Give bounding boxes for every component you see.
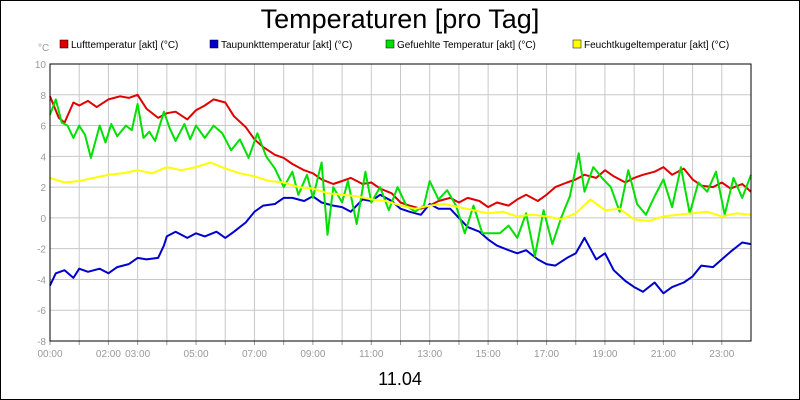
series-line-3: [49, 161, 752, 222]
series-lines: [49, 93, 752, 295]
y-tick-label: 8: [40, 91, 46, 102]
x-tick-label: 09:00: [300, 349, 325, 360]
plot-border: [49, 63, 752, 342]
y-tick-label: 0: [40, 214, 46, 225]
x-tick-label: 03:00: [125, 349, 150, 360]
y-tick-label: 6: [40, 122, 46, 133]
y-tick-label: -6: [37, 306, 46, 317]
y-tick-label: -4: [37, 275, 46, 286]
legend-swatch: [385, 39, 395, 49]
date-label: 11.04: [378, 369, 422, 389]
y-tick-label: 10: [35, 60, 47, 71]
x-tick-label: 15:00: [476, 349, 501, 360]
legend-label: Feuchtkugeltemperatur [akt] (°C): [584, 40, 729, 51]
legend-swatch: [572, 39, 582, 49]
x-tick-label: 05:00: [184, 349, 209, 360]
x-tick-label: 02:00: [96, 349, 121, 360]
chart-title: Temperaturen [pro Tag]: [261, 4, 540, 34]
x-tick-label: 00:00: [37, 349, 62, 360]
y-tick-label: -8: [37, 337, 46, 348]
x-tick-label: 07:00: [242, 349, 267, 360]
series-line-0: [49, 93, 752, 210]
y-tick-label: -2: [37, 245, 46, 256]
x-axis-ticks: 00:00 02:00 03:00 05:00 07:00 09:00 11:00 13:00…: [37, 341, 735, 360]
grid: [49, 63, 751, 342]
x-tick-label: 19:00: [592, 349, 617, 360]
x-tick-label: 21:00: [651, 349, 676, 360]
y-tick-label: 2: [40, 183, 46, 194]
legend: Lufttemperatur [akt] (°C) Taupunkttempera…: [59, 39, 729, 51]
x-tick-label: 13:00: [417, 349, 442, 360]
x-tick-label: 11:00: [359, 349, 384, 360]
legend-label: Gefuehlte Temperatur [akt] (°C): [397, 40, 536, 51]
series-line-2: [49, 98, 752, 258]
x-tick-label: 17:00: [534, 349, 559, 360]
x-tick-label: 23:00: [709, 349, 734, 360]
y-tick-label: 4: [40, 152, 46, 163]
y-axis-ticks: -8 -6 -4 -2 0 2 4 6 8 10: [35, 60, 47, 348]
legend-swatch: [59, 39, 69, 49]
y-axis-unit: °C: [38, 43, 49, 54]
legend-swatch: [209, 39, 219, 49]
legend-label: Lufttemperatur [akt] (°C): [71, 40, 178, 51]
legend-label: Taupunkttemperatur [akt] (°C): [221, 40, 352, 51]
